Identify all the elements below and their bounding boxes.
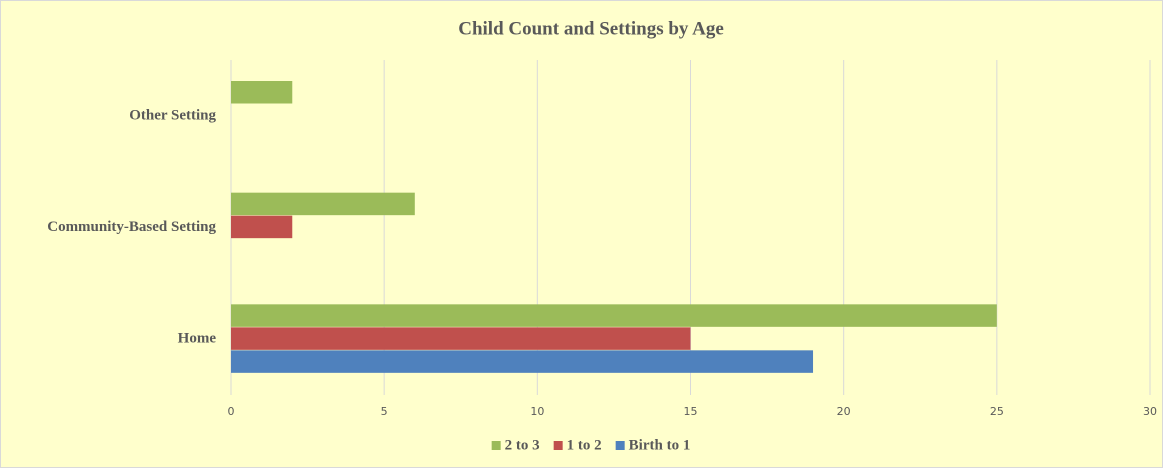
legend-swatch — [615, 441, 625, 450]
bar — [231, 327, 691, 350]
legend-swatch — [491, 441, 501, 450]
x-tick-label: 25 — [990, 405, 1004, 418]
x-tick-label: 30 — [1143, 405, 1157, 418]
x-tick-label: 10 — [530, 405, 544, 418]
legend-label: Birth to 1 — [629, 437, 691, 453]
legend-swatch — [553, 441, 563, 450]
x-tick-label: 5 — [381, 405, 388, 418]
category-label: Home — [178, 331, 217, 347]
bar — [231, 192, 415, 216]
category-label: Other Setting — [129, 107, 216, 123]
bar — [231, 304, 997, 327]
chart-title: Child Count and Settings by Age — [458, 18, 724, 39]
bar — [231, 350, 814, 373]
legend-label: 2 to 3 — [505, 437, 540, 453]
bar — [231, 215, 293, 239]
category-label: Community-Based Setting — [47, 219, 216, 235]
x-tick-label: 20 — [837, 405, 851, 418]
legend-label: 1 to 2 — [567, 437, 602, 453]
x-tick-label: 0 — [228, 405, 235, 418]
x-tick-label: 15 — [684, 405, 698, 418]
bar — [231, 81, 293, 104]
